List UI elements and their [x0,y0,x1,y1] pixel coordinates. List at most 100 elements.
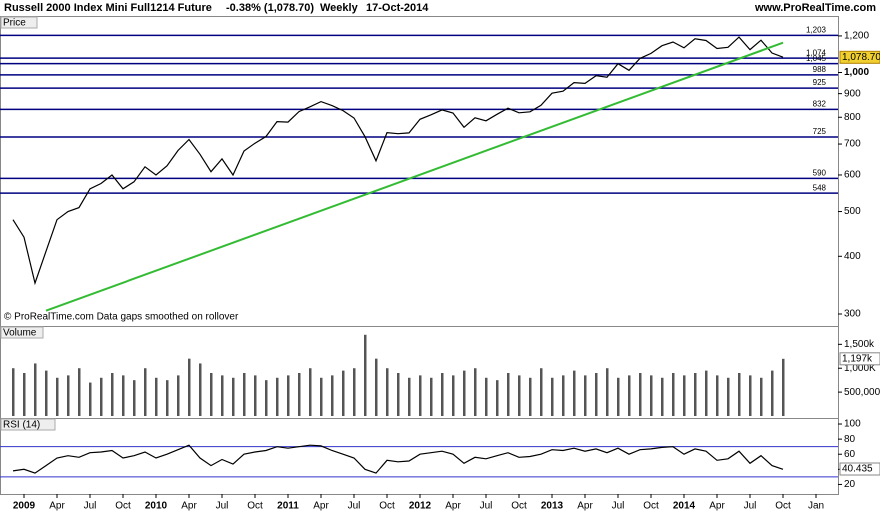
volume-bar [353,368,356,416]
x-tick-label: Jul [480,501,493,512]
level-label: 548 [813,183,827,192]
period: Weekly [320,2,359,14]
trend-line [45,41,784,312]
y-tick-label: 100 [844,419,861,430]
x-tick-label: Jul [216,501,229,512]
x-tick-label: 2012 [409,501,432,512]
x-tick-label: Oct [511,501,527,512]
volume-bar [144,368,147,416]
x-tick-label: Oct [115,501,131,512]
volume-bar [155,377,158,416]
level-label: 1,045 [806,54,827,63]
volume-bar [23,373,26,416]
volume-bar [562,375,565,416]
volume-bar [210,373,213,416]
last-value-label: 1,078.70 [842,52,880,63]
level-label: 925 [813,78,827,87]
volume-bar [650,375,653,416]
last-value-label: 1,197k [842,353,873,364]
volume-bar [243,373,246,416]
y-tick-label: 1,500k [844,339,875,350]
y-tick-label: 60 [844,449,856,460]
volume-bar [111,373,114,416]
level-label: 988 [813,65,827,74]
watermark: © ProRealTime.com Data gaps smoothed on … [4,312,239,323]
volume-bar [45,370,48,416]
y-tick-label: 1,000 [844,67,869,78]
volume-bar [463,370,466,416]
volume-bar [639,373,642,416]
volume-bar [34,363,37,416]
y-tick-label: 1,200 [844,31,869,42]
panel-label: Price [3,18,26,29]
y-tick-label: 600 [844,170,861,181]
level-label: 832 [813,100,827,109]
x-tick-label: Oct [247,501,263,512]
volume-bar [694,373,697,416]
level-label: 590 [813,168,827,177]
x-tick-label: 2013 [541,501,564,512]
volume-bar [188,358,191,416]
volume-bar [254,375,257,416]
x-tick-label: Apr [181,501,197,512]
volume-bar [782,358,785,416]
y-tick-label: 20 [844,479,856,490]
x-tick-label: 2014 [673,501,696,512]
volume-bar [298,373,301,416]
x-tick-label: Jan [808,501,824,512]
panel-tab [0,16,38,29]
volume-bar [12,368,15,416]
last-value-label: 40.435 [842,464,873,475]
volume-bar [485,377,488,416]
volume-bar [177,375,180,416]
volume-bar [507,373,510,416]
volume-bar [122,375,125,416]
price-line [12,36,784,286]
volume-bar [716,375,719,416]
panel-tab [0,418,56,431]
x-tick-label: Jul [348,501,361,512]
title: Russell 2000 Index Mini Full1214 Future [4,2,212,14]
volume-bar [628,375,631,416]
x-tick-label: Apr [313,501,329,512]
volume-bar [375,358,378,416]
y-tick-label: 300 [844,309,861,320]
x-tick-label: Jul [84,501,97,512]
volume-bar [78,368,81,416]
volume-bar [573,370,576,416]
volume-bar [738,373,741,416]
volume-bar [529,377,532,416]
volume-bar [661,377,664,416]
volume-bar [771,370,774,416]
x-tick-label: Oct [379,501,395,512]
volume-bar [276,377,279,416]
volume-bar [309,368,312,416]
volume-bar [397,373,400,416]
volume-bar [441,373,444,416]
y-tick-label: 900 [844,88,861,99]
volume-bar [760,377,763,416]
y-tick-label: 700 [844,139,861,150]
x-tick-label: Jul [744,501,757,512]
volume-bar [364,334,367,416]
x-tick-label: Oct [643,501,659,512]
y-tick-label: 800 [844,112,861,123]
volume-bar [133,380,136,416]
site: www.ProRealTime.com [754,2,876,14]
y-tick-label: 400 [844,251,861,262]
volume-bar [386,368,389,416]
x-tick-label: Jul [612,501,625,512]
price-line [12,444,784,474]
volume-bar [419,375,422,416]
panel-label: RSI (14) [3,420,40,431]
volume-bar [595,373,598,416]
volume-bar [672,373,675,416]
volume-bar [617,377,620,416]
y-tick-label: 500,000 [844,387,880,398]
x-tick-label: Apr [49,501,65,512]
y-tick-label: 500 [844,206,861,217]
volume-bar [221,375,224,416]
last-value-tag [839,352,880,366]
